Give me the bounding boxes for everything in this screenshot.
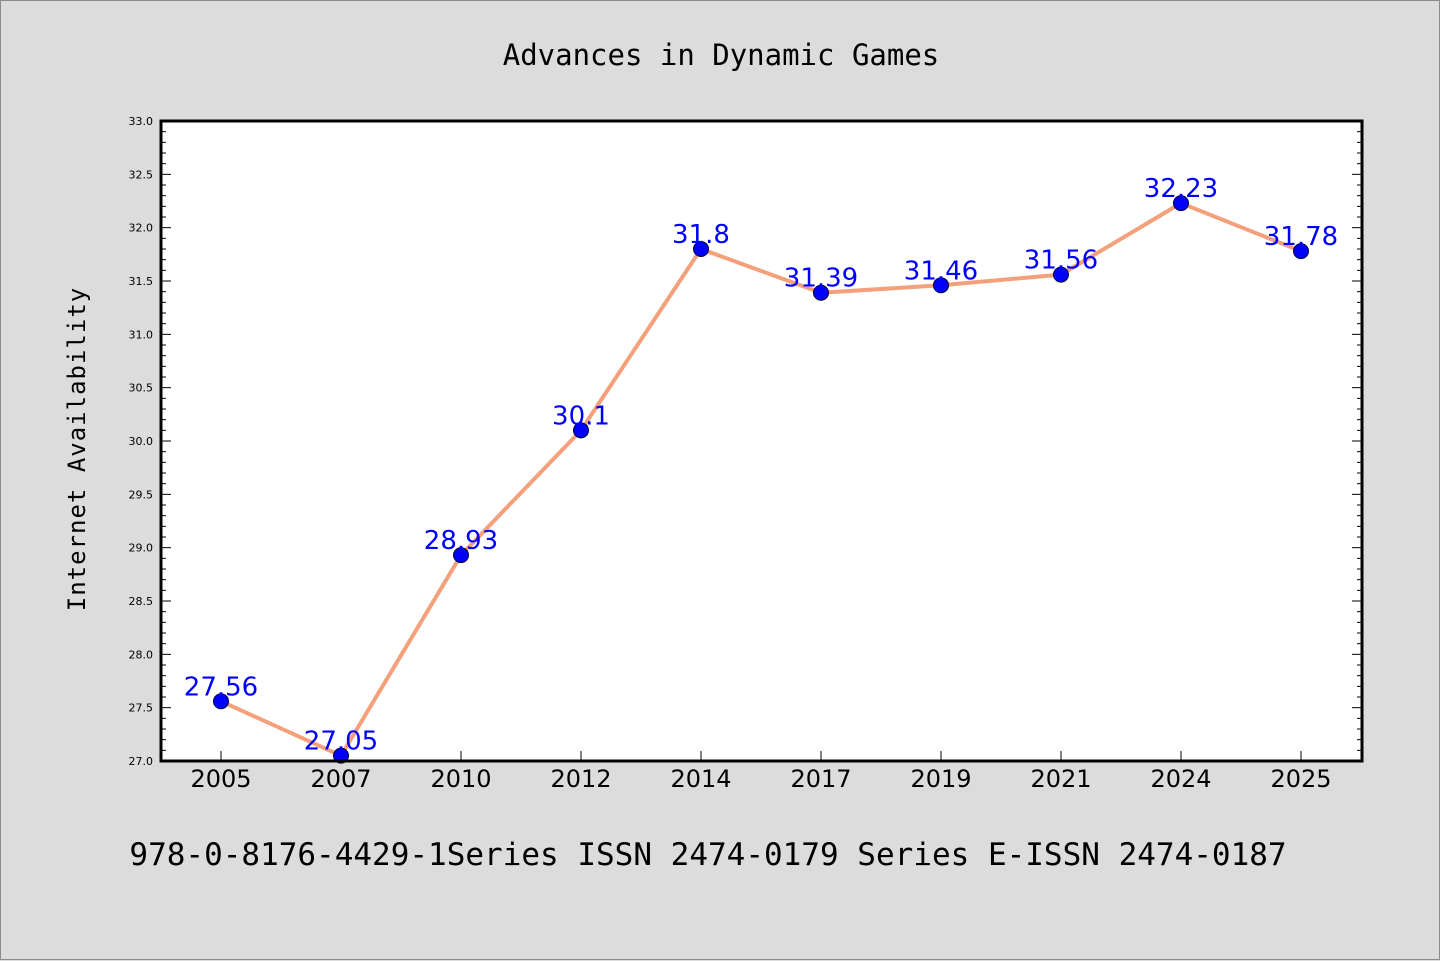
y-tick-label: 29.0 [129, 542, 154, 555]
chart-title: Advances in Dynamic Games [503, 38, 940, 72]
y-tick-label: 32.0 [129, 222, 154, 235]
y-tick-label: 31.5 [129, 275, 154, 288]
data-point-marker [453, 547, 469, 564]
x-tick-label: 2005 [190, 765, 251, 793]
data-label: 31.56 [1024, 246, 1098, 276]
series-layer [213, 195, 1309, 764]
data-labels-layer: 27.56 27.05 28.93 30.1 31.8 31.39 31.46 31.56 32… [184, 174, 1338, 757]
x-tick-label: 2012 [550, 765, 611, 793]
x-tick-label: 2014 [670, 765, 731, 793]
x-axis-ticks: 2005 2007 2010 2012 2014 2017 2019 2021 2024 2025 [190, 751, 1332, 793]
data-point-marker [573, 422, 589, 439]
data-label: 28.93 [424, 526, 498, 556]
plot-frame [159, 119, 1364, 763]
y-tick-label: 31.0 [129, 328, 154, 341]
x-tick-label: 2021 [1030, 765, 1091, 793]
data-label: 30.1 [552, 401, 610, 431]
y-tick-label: 28.0 [129, 648, 154, 661]
data-label: 27.05 [304, 727, 378, 757]
data-label: 31.39 [784, 264, 858, 294]
data-point-marker [693, 241, 709, 257]
footer-isbn-issn: 978-0-8176-4429-1Series ISSN 2474-0179 S… [129, 837, 1286, 873]
x-tick-label: 2017 [790, 765, 851, 793]
data-label: 31.8 [672, 220, 730, 250]
y-tick-label: 30.0 [129, 435, 154, 448]
y-tick-label: 27.0 [129, 755, 154, 768]
data-label: 32.23 [1144, 174, 1218, 204]
y-tick-label: 29.5 [129, 488, 154, 501]
data-point-marker [333, 747, 349, 764]
data-point-marker [213, 693, 229, 710]
y-tick-label: 32.5 [129, 168, 154, 181]
data-point-marker [933, 277, 949, 294]
data-point-marker [1293, 243, 1309, 260]
data-point-marker [813, 284, 829, 301]
x-tick-label: 2019 [910, 765, 971, 793]
data-label: 31.78 [1264, 222, 1338, 252]
data-label: 27.56 [184, 672, 258, 702]
data-point-marker [1053, 266, 1069, 283]
x-tick-label: 2010 [430, 765, 491, 793]
y-tick-label: 33.0 [129, 115, 154, 128]
series-line [219, 201, 1303, 758]
y-tick-label: 28.5 [129, 595, 154, 608]
plot-area [161, 121, 1362, 761]
y-tick-label: 30.5 [129, 382, 154, 395]
x-tick-label: 2025 [1270, 765, 1331, 793]
x-tick-label: 2007 [310, 765, 371, 793]
y-axis-label: Internet Availability [63, 287, 91, 611]
data-point-marker [1173, 195, 1189, 212]
data-label: 31.46 [904, 256, 978, 286]
y-tick-label: 27.5 [129, 702, 154, 715]
x-tick-label: 2024 [1150, 765, 1211, 793]
